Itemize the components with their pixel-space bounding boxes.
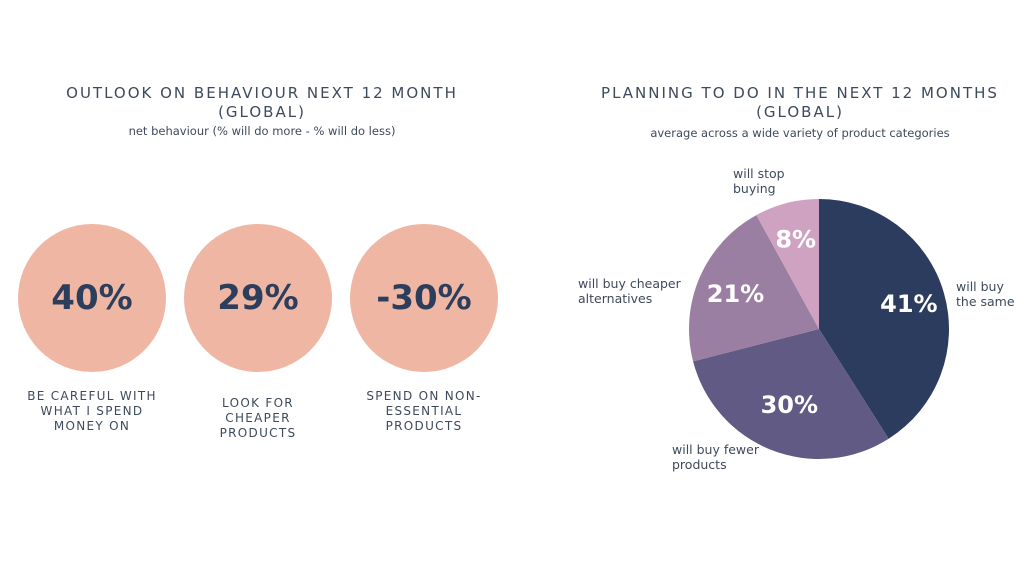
stat-label-careful: BE CAREFUL WITH WHAT I SPEND MONEY ON (27, 389, 157, 433)
pie-value-stop: 8% (775, 225, 816, 253)
right-title-line2: (GLOBAL) (756, 103, 844, 121)
pie-value-fewer: 30% (761, 391, 818, 419)
stat-label-non-essential: SPEND ON NON-ESSENTIAL PRODUCTS (366, 389, 482, 433)
stat-circle-cheaper: 29% (184, 224, 332, 372)
pie-label-stop: will stop buying (733, 166, 785, 196)
pie-slice-same (819, 199, 949, 439)
pie-slice-stop (756, 199, 819, 329)
left-title-line1: OUTLOOK ON BEHAVIOUR NEXT 12 MONTH (66, 84, 458, 102)
pie-value-same: 41% (880, 290, 937, 318)
stat-circle-non-essential: -30% (350, 224, 498, 372)
pie-slice-fewer (693, 329, 889, 460)
left-title-line2: (GLOBAL) (218, 103, 306, 121)
pie-label-same: will buy the same (956, 279, 1015, 309)
pie-label-cheaper: will buy cheaper alternatives (578, 276, 681, 306)
left-subtitle: net behaviour (% will do more - % will d… (128, 124, 396, 138)
right-title-line1: PLANNING TO DO IN THE NEXT 12 MONTHS (601, 84, 999, 102)
right-title: PLANNING TO DO IN THE NEXT 12 MONTHS (GL… (560, 84, 1024, 122)
right-subtitle: average across a wide variety of product… (650, 126, 950, 140)
stat-label-cheaper: LOOK FOR CHEAPER PRODUCTS (219, 396, 297, 440)
pie-label-fewer: will buy fewer products (672, 442, 759, 472)
stat-circle-careful: 40% (18, 224, 166, 372)
pie-value-cheaper: 21% (707, 280, 764, 308)
pie-slice-cheaper (689, 215, 819, 362)
left-title: OUTLOOK ON BEHAVIOUR NEXT 12 MONTH (GLOB… (0, 84, 524, 122)
